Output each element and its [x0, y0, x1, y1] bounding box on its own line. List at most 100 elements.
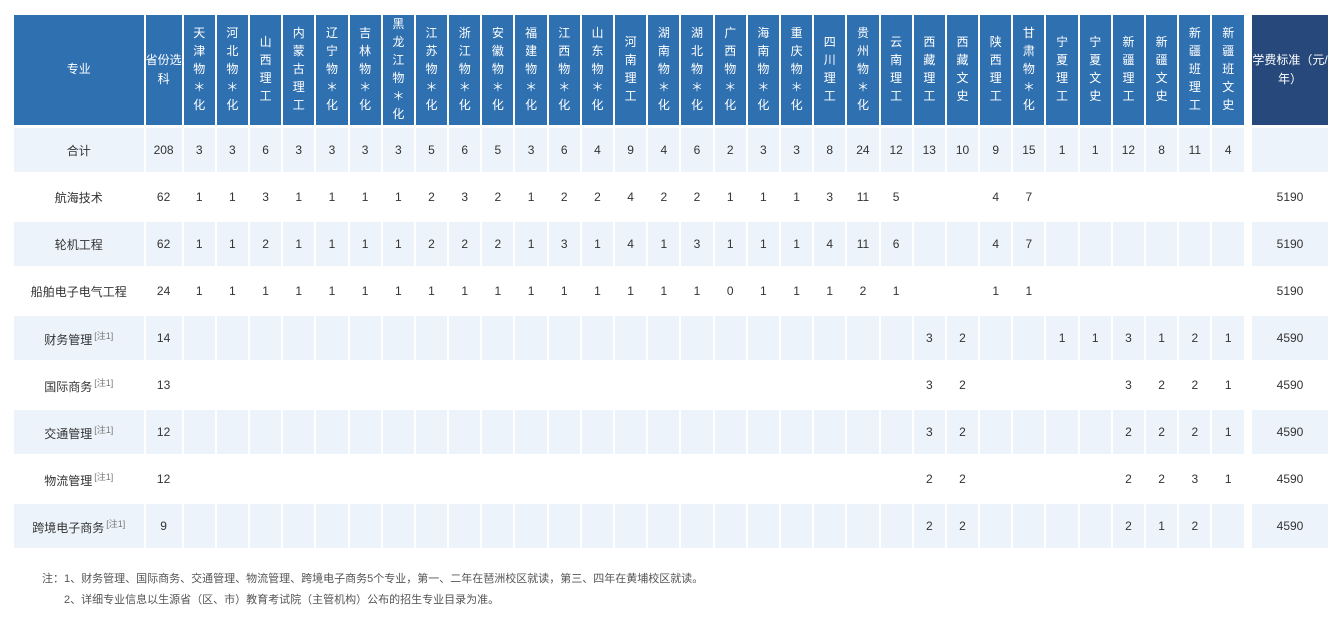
quota-cell: 11 [1179, 128, 1210, 172]
quota-cell [316, 457, 347, 501]
fee-cell [1252, 128, 1328, 172]
quota-cell: 9 [980, 128, 1011, 172]
quota-cell: 1 [748, 175, 779, 219]
quota-cell [1212, 504, 1244, 548]
quota-cell [1146, 175, 1177, 219]
quota-cell [814, 363, 845, 407]
quota-cell [648, 410, 679, 454]
col-province-2: 山西理工 [250, 15, 281, 125]
quota-cell [217, 457, 248, 501]
quota-cell [1046, 410, 1077, 454]
quota-cell [1212, 175, 1244, 219]
quota-cell [582, 504, 613, 548]
quota-cell [847, 504, 878, 548]
quota-cell [1212, 269, 1244, 313]
quota-cell [881, 410, 912, 454]
fee-cell: 5190 [1252, 175, 1328, 219]
quota-cell: 1 [184, 175, 215, 219]
quota-cell: 3 [781, 128, 812, 172]
quota-cell: 2 [1113, 457, 1144, 501]
major-total: 62 [146, 222, 182, 266]
quota-cell [1046, 457, 1077, 501]
quota-cell: 1 [814, 269, 845, 313]
quota-cell [184, 410, 215, 454]
quota-cell: 11 [847, 175, 878, 219]
col-major: 专业 [14, 15, 144, 125]
quota-cell: 3 [914, 316, 945, 360]
quota-cell [881, 457, 912, 501]
quota-cell: 1 [748, 222, 779, 266]
quota-cell [316, 410, 347, 454]
quota-cell [1046, 363, 1077, 407]
quota-cell [748, 363, 779, 407]
quota-cell: 3 [350, 128, 381, 172]
tuition-fee-table: 学费标准（元/年） 519051905190459045904590459045… [1250, 12, 1330, 551]
quota-cell: 1 [250, 269, 281, 313]
quota-cell: 3 [283, 128, 314, 172]
footnote-1: 注：1、财务管理、国际商务、交通管理、物流管理、跨境电子商务5个专业，第一、二年… [42, 569, 1330, 590]
quota-cell [615, 316, 646, 360]
major-total: 14 [146, 316, 182, 360]
quota-cell [681, 457, 712, 501]
quota-cell [781, 410, 812, 454]
table-row: 财务管理[注1]1432113121 [14, 316, 1244, 360]
quota-cell [350, 316, 381, 360]
fee-cell: 5190 [1252, 269, 1328, 313]
quota-cell [1046, 222, 1077, 266]
quota-cell: 2 [1113, 504, 1144, 548]
quota-cell: 3 [1113, 316, 1144, 360]
quota-cell: 12 [1113, 128, 1144, 172]
quota-cell: 1 [217, 269, 248, 313]
col-province-19: 四川理工 [814, 15, 845, 125]
quota-cell [316, 316, 347, 360]
quota-cell: 1 [283, 269, 314, 313]
col-province-10: 福建物＊化 [515, 15, 546, 125]
quota-cell [1080, 457, 1111, 501]
quota-cell [1080, 222, 1111, 266]
col-province-20: 贵州物＊化 [847, 15, 878, 125]
quota-cell: 1 [549, 269, 580, 313]
quota-cell [1179, 222, 1210, 266]
quota-cell: 1 [1146, 504, 1177, 548]
quota-cell [715, 363, 746, 407]
quota-cell: 4 [980, 175, 1011, 219]
quota-cell: 3 [217, 128, 248, 172]
quota-cell [1212, 222, 1244, 266]
quota-cell [914, 269, 945, 313]
quota-cell [748, 316, 779, 360]
quota-cell [715, 410, 746, 454]
quota-cell [416, 363, 447, 407]
quota-cell: 1 [715, 175, 746, 219]
quota-cell: 3 [914, 410, 945, 454]
quota-cell: 5 [881, 175, 912, 219]
footnote-2: 2、详细专业信息以生源省（区、市）教育考试院（主管机构）公布的招生专业目录为准。 [42, 590, 1330, 611]
quota-cell: 2 [449, 222, 480, 266]
col-province-6: 黑龙江物＊化 [383, 15, 414, 125]
fee-cell: 4590 [1252, 363, 1328, 407]
major-total: 12 [146, 410, 182, 454]
quota-cell: 4 [1212, 128, 1244, 172]
quota-cell [1013, 410, 1044, 454]
quota-cell: 11 [847, 222, 878, 266]
table-row: 轮机工程621121111222131413111411647 [14, 222, 1244, 266]
quota-cell [350, 504, 381, 548]
quota-cell [416, 457, 447, 501]
quota-cell: 1 [1046, 316, 1077, 360]
quota-cell [217, 363, 248, 407]
quota-cell: 1 [482, 269, 513, 313]
quota-cell [615, 504, 646, 548]
quota-cell [681, 316, 712, 360]
quota-cell [482, 316, 513, 360]
quota-cell [250, 410, 281, 454]
quota-cell [449, 316, 480, 360]
quota-cell: 1 [582, 222, 613, 266]
quota-cell [184, 316, 215, 360]
fee-cell: 5190 [1252, 222, 1328, 266]
quota-cell [283, 504, 314, 548]
quota-cell: 1 [781, 222, 812, 266]
quota-cell: 1 [1212, 410, 1244, 454]
col-province-1: 河北物＊化 [217, 15, 248, 125]
quota-cell [648, 504, 679, 548]
quota-cell: 2 [648, 175, 679, 219]
footnotes: 注：1、财务管理、国际商务、交通管理、物流管理、跨境电子商务5个专业，第一、二年… [42, 569, 1330, 611]
